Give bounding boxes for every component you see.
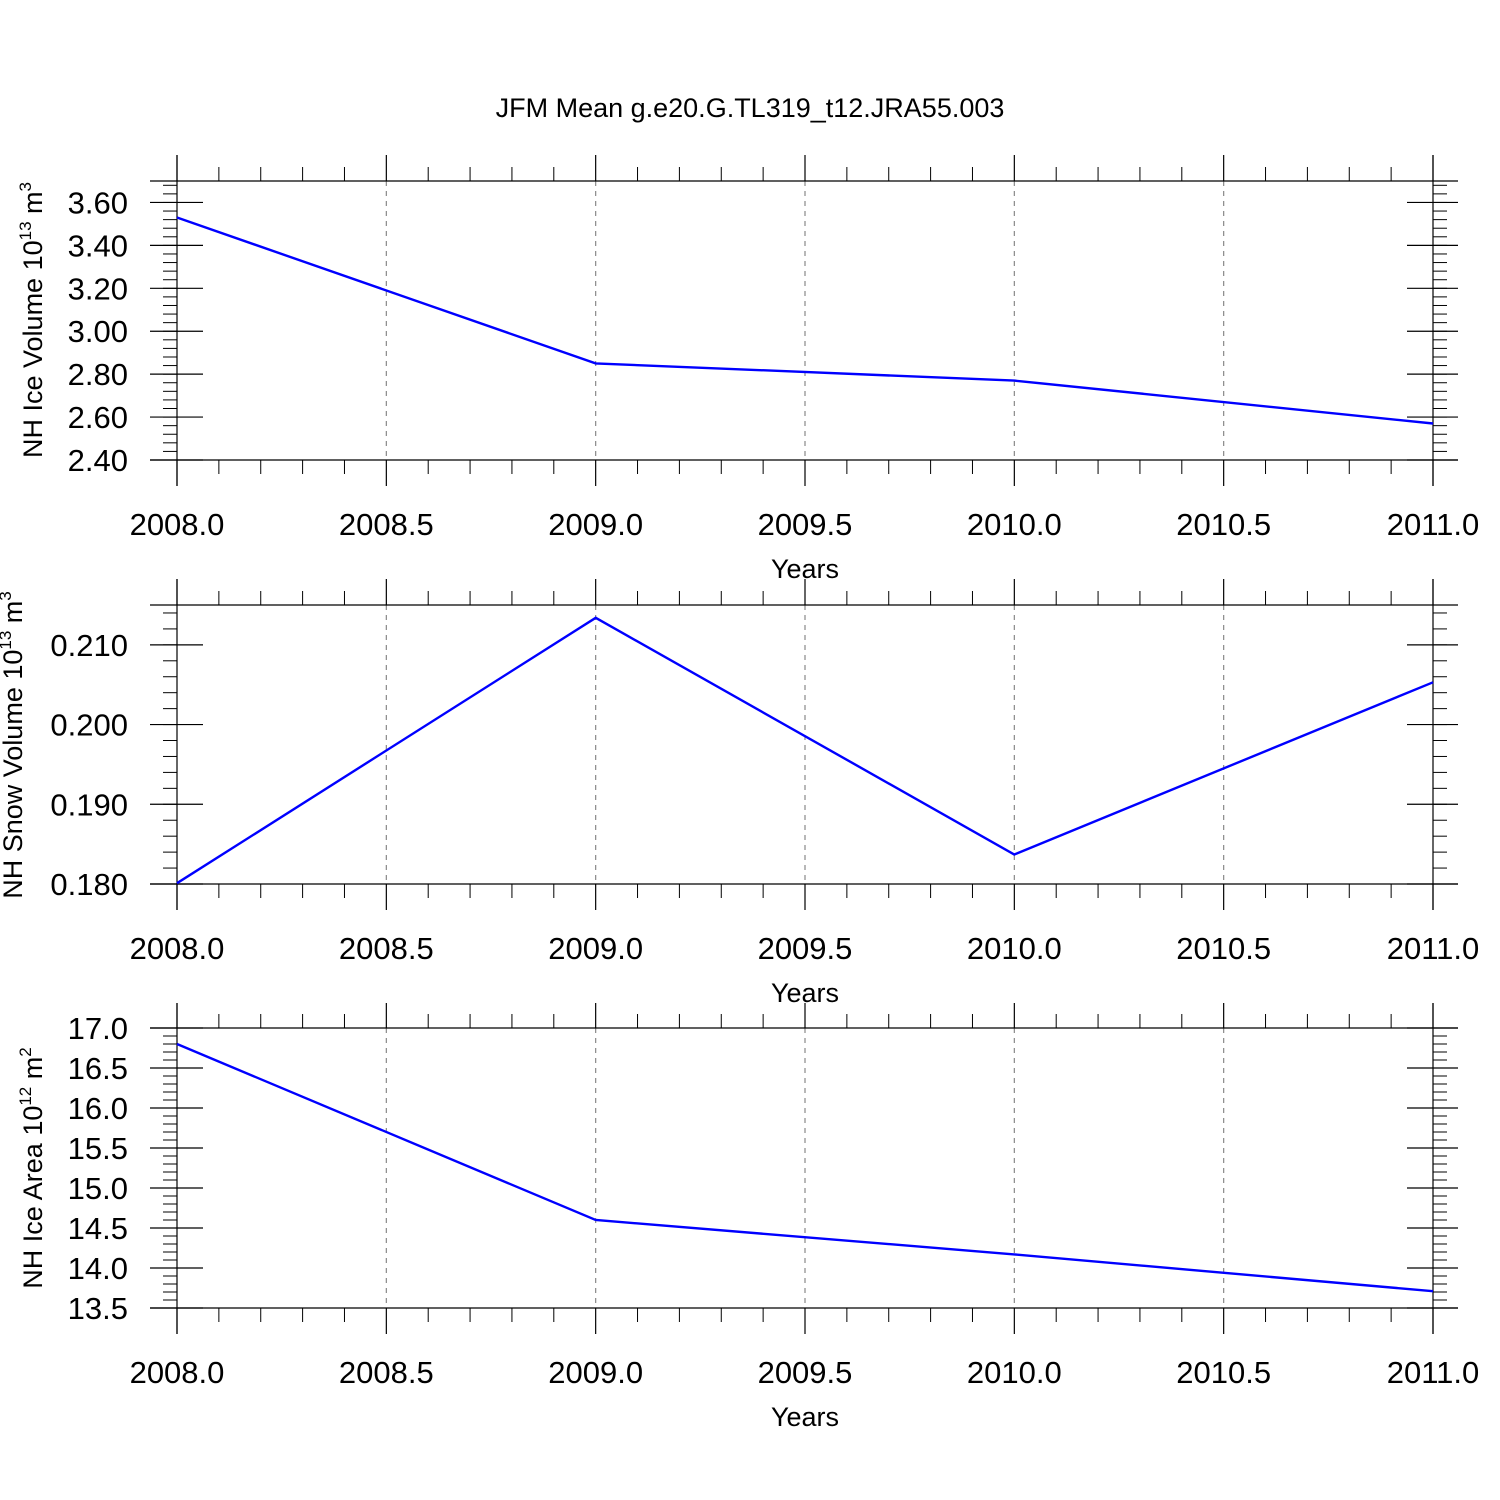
x-tick-label: 2008.5 [339,507,434,542]
chart-title: JFM Mean g.e20.G.TL319_t12.JRA55.003 [496,93,1005,123]
x-tick-label: 2009.5 [758,507,853,542]
y-tick-label: 3.40 [68,228,128,263]
y-tick-label: 3.20 [68,271,128,306]
x-tick-label: 2011.0 [1387,931,1480,966]
y-tick-label: 15.0 [68,1171,128,1206]
x-tick-label: 2008.0 [130,931,225,966]
chart-panel-1: 2.40 2.60 2.80 3.00 3.20 3.40 3.60 2008.0 2008.5… [16,155,1479,584]
y-tick-label: 2.40 [68,443,128,478]
x-tick-label: 2009.5 [758,931,853,966]
y-tick-label: 0.190 [50,787,128,822]
y-tick-label: 14.5 [68,1211,128,1246]
y-tick-label: 16.0 [68,1091,128,1126]
series-line [176,216,1434,425]
y-tick-label: 16.5 [68,1051,128,1086]
x-tick-label: 2010.0 [967,1355,1062,1390]
chart-panel-3: 13.5 14.0 14.5 15.0 15.5 16.0 16.5 17.0 2008.0 20… [16,1003,1479,1432]
y-tick-label: 3.60 [68,185,128,220]
y-tick-label: 0.200 [50,708,128,743]
x-tick-label: 2010.0 [967,507,1062,542]
x-tick-label: 2011.0 [1387,1355,1480,1390]
series-line [176,616,1434,885]
x-tick-label: 2010.5 [1176,931,1271,966]
x-tick-label: 2010.5 [1176,507,1271,542]
y-axis-label: NH Ice Area 1012 m2 [16,1047,48,1288]
x-tick-label: 2008.5 [339,1355,434,1390]
y-tick-label: 15.5 [68,1131,128,1166]
x-tick-label: 2009.0 [548,931,643,966]
x-axis-label: Years [771,1402,839,1432]
x-tick-label: 2009.0 [548,507,643,542]
y-tick-label: 13.5 [68,1291,128,1326]
y-tick-label: 14.0 [68,1251,128,1286]
y-tick-label: 17.0 [68,1011,128,1046]
series-line [176,1042,1434,1293]
y-tick-label: 0.180 [50,867,128,902]
y-tick-label: 0.210 [50,628,128,663]
x-tick-label: 2009.5 [758,1355,853,1390]
x-tick-label: 2011.0 [1387,507,1480,542]
chart-panel-2: 0.180 0.190 0.200 0.210 2008.0 2008.5 2009.0 20… [0,579,1479,1008]
x-tick-label: 2010.5 [1176,1355,1271,1390]
x-tick-label: 2009.0 [548,1355,643,1390]
x-tick-label: 2008.5 [339,931,434,966]
y-axis-label: NH Snow Volume 1013 m3 [0,591,28,899]
x-tick-label: 2008.0 [130,507,225,542]
y-tick-label: 2.60 [68,400,128,435]
y-axis-label: NH Ice Volume 1013 m3 [16,182,48,458]
x-tick-label: 2010.0 [967,931,1062,966]
y-tick-label: 3.00 [68,314,128,349]
x-tick-label: 2008.0 [130,1355,225,1390]
y-tick-label: 2.80 [68,357,128,392]
